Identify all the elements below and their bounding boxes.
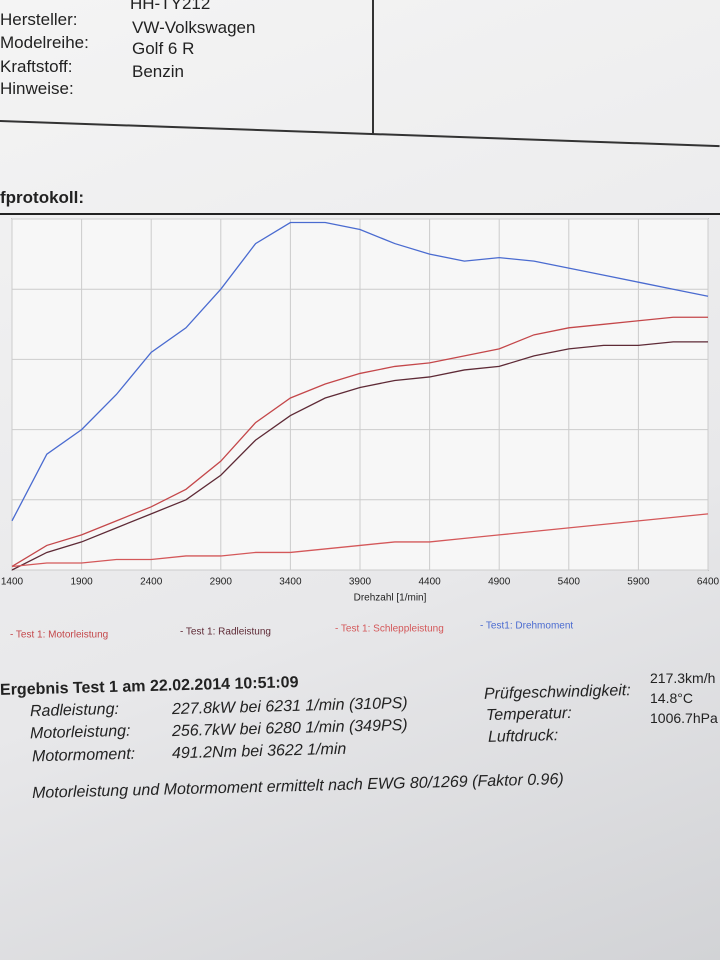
x-tick-label: 2400 xyxy=(140,577,163,588)
legend-entry: - Test 1: Schleppleistung xyxy=(335,624,444,635)
value: 217.3km/h xyxy=(650,670,716,686)
label: Modelreihe: xyxy=(0,33,89,52)
value: 1006.7hPa xyxy=(650,710,718,726)
label: Temperatur: xyxy=(485,704,572,725)
value: Golf 6 R xyxy=(132,39,195,58)
chart: 1400 1900 2400 2900 3400 3900 4400 4900 5400 5900… xyxy=(1,218,720,641)
x-tick-label: 1900 xyxy=(70,577,93,588)
x-tick-label: 4400 xyxy=(418,577,441,588)
x-tick-label: 3900 xyxy=(349,577,372,588)
rule xyxy=(0,213,720,215)
value: 14.8°C xyxy=(650,690,693,706)
label: Hinweise: xyxy=(0,79,74,98)
plate: HH-TY212 xyxy=(130,0,211,13)
value: 491.2Nm bei 3622 1/min xyxy=(171,740,347,763)
value: VW-Volkswagen xyxy=(132,18,256,37)
value: 256.7kW bei 6280 1/min (349PS) xyxy=(171,716,408,741)
rule xyxy=(0,120,720,148)
legend-entry: - Test 1: Motorleistung xyxy=(10,630,108,641)
legend-entry: - Test 1: Radleistung xyxy=(180,627,271,638)
x-tick-label: 3400 xyxy=(279,577,302,588)
note: Motorleistung und Motormoment ermittelt … xyxy=(31,771,564,802)
value: Benzin xyxy=(132,62,184,81)
label: Prüfgeschwindigkeit: xyxy=(483,682,631,703)
label: Radleistung: xyxy=(29,700,120,721)
x-tick-label: 6400 xyxy=(697,577,720,588)
x-tick-label: 5900 xyxy=(627,577,650,588)
series-line xyxy=(11,513,709,568)
label: Hersteller: xyxy=(0,10,78,29)
label: Motorleistung: xyxy=(29,722,131,743)
label: Motormoment: xyxy=(31,745,136,766)
results-title: Ergebnis Test 1 am 22.02.2014 10:51:09 xyxy=(0,674,299,699)
series-line xyxy=(11,221,709,522)
series-line xyxy=(11,341,708,571)
label: Luftdruck: xyxy=(487,727,559,746)
rule xyxy=(372,0,374,135)
section-title: fprotokoll: xyxy=(0,188,85,207)
value: 227.8kW bei 6231 1/min (310PS) xyxy=(171,694,408,719)
x-tick-label: 4900 xyxy=(488,577,511,588)
x-tick-label: 1400 xyxy=(1,577,24,588)
label: Kraftstoff: xyxy=(0,57,73,76)
x-tick-label: 2900 xyxy=(210,577,233,588)
x-tick-label: 5400 xyxy=(558,577,581,588)
series-line xyxy=(11,316,708,568)
legend-entry: - Test1: Drehmoment xyxy=(480,621,573,632)
x-axis-label: Drehzahl [1/min] xyxy=(354,593,427,604)
